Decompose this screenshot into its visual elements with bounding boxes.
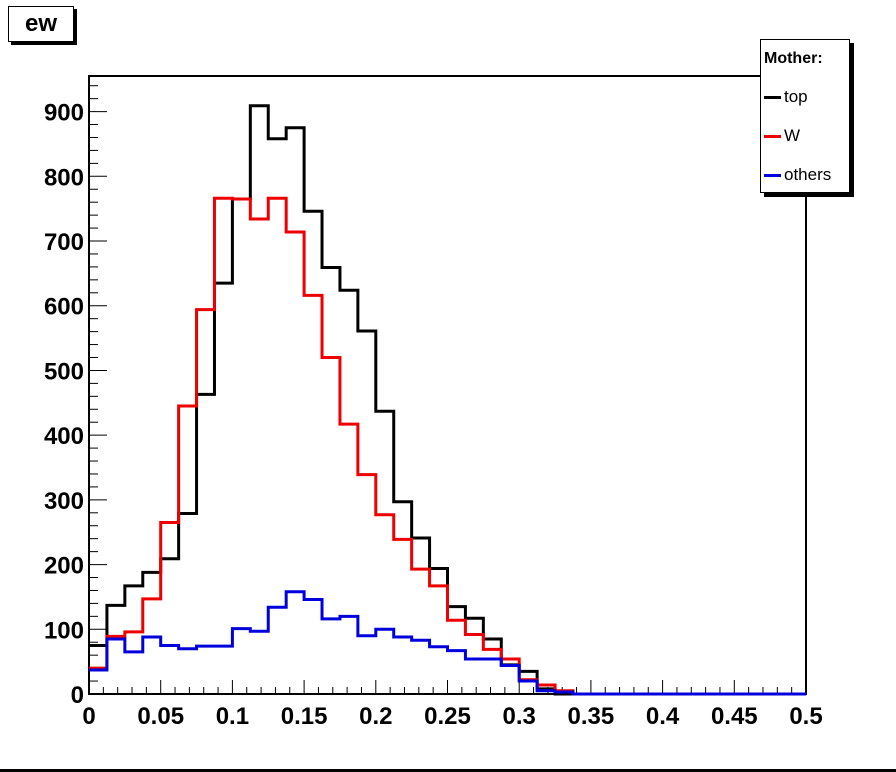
y-tick-label: 400	[44, 423, 84, 450]
legend-swatch-others	[764, 174, 781, 177]
x-tick-label: 0.3	[503, 703, 536, 730]
y-tick-label: 200	[44, 553, 84, 580]
x-tick-label: 0.35	[568, 703, 615, 730]
y-tick-label: 900	[44, 100, 84, 127]
title-box: ew	[8, 6, 74, 42]
y-tick-label: 0	[71, 682, 84, 709]
legend-label-others: others	[784, 165, 832, 184]
legend-label-w: W	[784, 126, 801, 145]
y-tick-label: 800	[44, 164, 84, 191]
x-tick-label: 0.2	[359, 703, 392, 730]
x-tick-label: 0.45	[711, 703, 758, 730]
x-tick-label: 0.25	[424, 703, 471, 730]
y-tick-label: 100	[44, 617, 84, 644]
legend-label-top: top	[784, 87, 808, 106]
x-tick-label: 0	[82, 703, 95, 730]
y-tick-label: 600	[44, 294, 84, 321]
chart-title: ew	[24, 10, 57, 37]
series-line-others	[89, 590, 806, 696]
x-tick-label: 0.1	[216, 703, 249, 730]
y-tick-label: 300	[44, 488, 84, 515]
y-tick-label: 700	[44, 229, 84, 256]
x-tick-label: 0.15	[281, 703, 328, 730]
x-tick-label: 0.05	[137, 703, 184, 730]
x-tick-label: 0.4	[646, 703, 680, 730]
legend: Mother: top W others	[760, 39, 850, 193]
bottom-border	[0, 769, 896, 772]
legend-swatch-w	[764, 135, 781, 138]
legend-swatch-top	[764, 96, 781, 99]
y-tick-label: 500	[44, 358, 84, 385]
x-tick-label: 0.5	[789, 703, 822, 730]
legend-header: Mother:	[764, 50, 823, 67]
